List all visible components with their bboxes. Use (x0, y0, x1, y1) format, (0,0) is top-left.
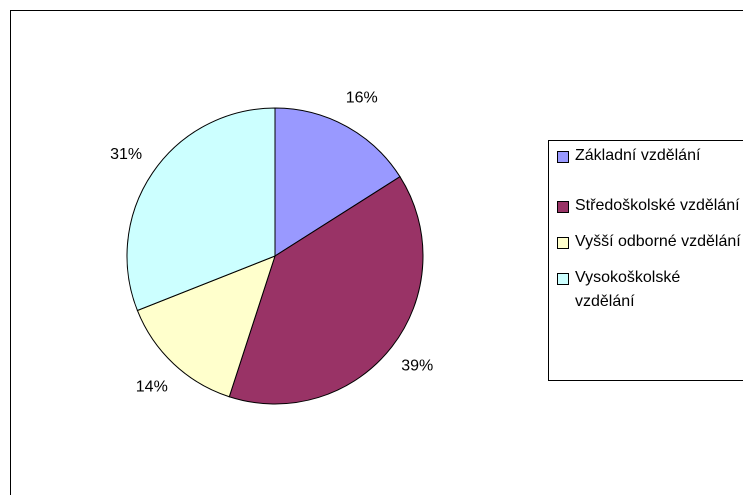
pie-slice (136, 255, 276, 398)
legend-item: Základní vzdělání (557, 144, 743, 168)
pie-slice (126, 107, 276, 312)
legend-item: Středoškolské vzdělání (557, 194, 743, 218)
pie-slice (274, 107, 401, 257)
data-label: 39% (401, 358, 433, 375)
legend-item: Vysokoškolské vzdělání (557, 266, 743, 314)
legend-swatch (557, 273, 569, 285)
legend-label: Vysokoškolské vzdělání (575, 269, 681, 310)
legend-swatch (557, 151, 569, 163)
legend: Základní vzdělání Středoškolské vzdělání V… (548, 140, 743, 381)
data-label: 16% (346, 89, 378, 106)
legend-swatch (557, 237, 569, 249)
legend-swatch (557, 201, 569, 213)
data-label: 31% (110, 146, 142, 163)
legend-label: Středoškolské vzdělání (575, 197, 740, 214)
legend-label: Vyšší odborné vzdělání (575, 233, 741, 250)
pie-slice (228, 176, 424, 405)
data-label: 14% (136, 378, 168, 395)
legend-item: Vyšší odborné vzdělání (557, 230, 743, 254)
legend-label: Základní vzdělání (575, 147, 701, 164)
